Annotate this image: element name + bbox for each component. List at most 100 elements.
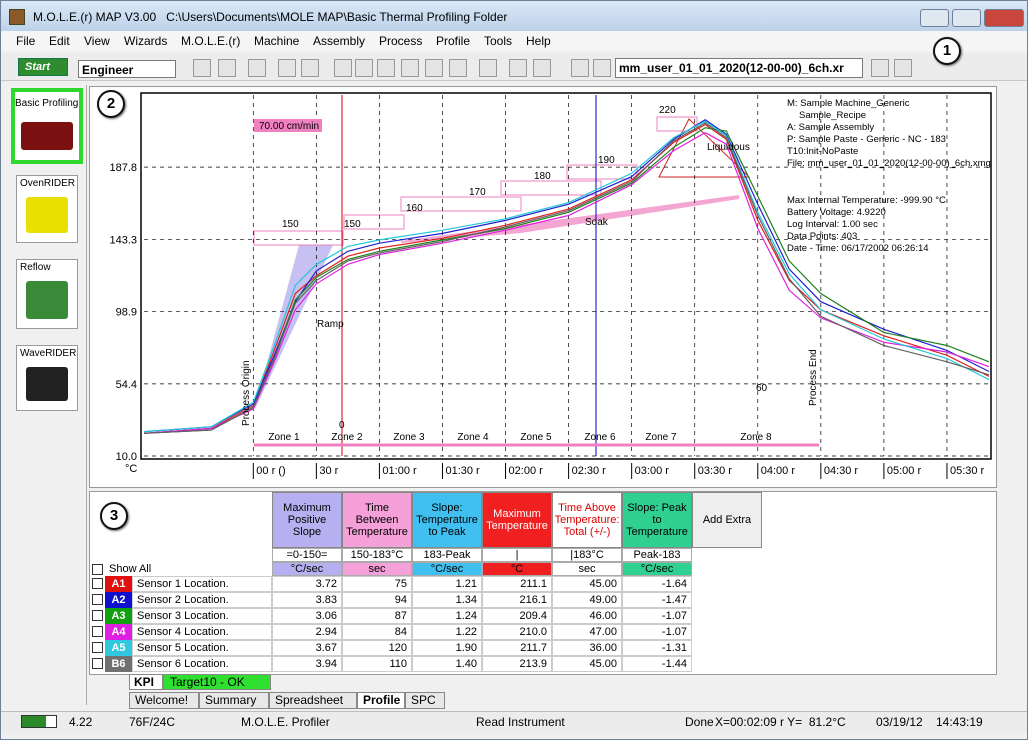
- sheet-tab[interactable]: KPI: [129, 674, 163, 690]
- sheet-tab[interactable]: Target10 - OK: [163, 674, 271, 690]
- table-cell: 1.90: [412, 640, 482, 656]
- table-cell: -1.64: [622, 576, 692, 592]
- title-bar: [1, 1, 1027, 31]
- file-combo[interactable]: mm_user_01_01_2020(12-00-00)_6ch.xr: [615, 58, 863, 78]
- checkbox[interactable]: [92, 594, 103, 605]
- status-field: Read Instrument: [476, 715, 565, 729]
- table-cell: 3.06: [272, 608, 342, 624]
- checkbox[interactable]: [92, 626, 103, 637]
- menu-item[interactable]: Assembly: [313, 34, 366, 48]
- table-cell: 3.67: [272, 640, 342, 656]
- close-button[interactable]: [984, 9, 1024, 27]
- menu-item[interactable]: Machine: [254, 34, 300, 48]
- table-cell: 94: [342, 592, 412, 608]
- toolbar-icon[interactable]: [509, 59, 527, 77]
- toolbar-icon[interactable]: [449, 59, 467, 77]
- menu-item[interactable]: Tools: [484, 34, 513, 48]
- toolbar-icon[interactable]: [533, 59, 551, 77]
- view-tab[interactable]: SPC: [405, 692, 445, 709]
- sidebar-image: [26, 197, 68, 233]
- sensor-name: Sensor 1 Location.: [132, 576, 272, 592]
- column-header: Maximum Positive Slope: [272, 492, 342, 548]
- table-cell: -1.07: [622, 608, 692, 624]
- unit-cell: sec: [552, 562, 622, 576]
- battery-icon: [21, 715, 57, 728]
- menu-item[interactable]: Help: [526, 34, 551, 48]
- menu-item[interactable]: Process: [379, 34, 423, 48]
- table-cell: 84: [342, 624, 412, 640]
- column-header: Slope: Peak to Temperature: [622, 492, 692, 548]
- menu-item[interactable]: M.O.L.E.(r): [181, 34, 241, 48]
- view-tab[interactable]: Spreadsheet: [269, 692, 357, 709]
- table-cell: 1.24: [412, 608, 482, 624]
- toolbar-icon[interactable]: [377, 59, 395, 77]
- table-cell: 3.72: [272, 576, 342, 592]
- table-cell: 46.00: [552, 608, 622, 624]
- status-field: Done: [685, 715, 714, 729]
- table-cell: 75: [342, 576, 412, 592]
- table-cell: 110: [342, 656, 412, 672]
- toolbar-icon[interactable]: [301, 59, 319, 77]
- checkbox[interactable]: [92, 642, 103, 653]
- column-header: Maximum Temperature: [482, 492, 552, 548]
- user-combo[interactable]: Engineer: [78, 60, 176, 78]
- toolbar-icon[interactable]: [218, 59, 236, 77]
- table-cell: -1.47: [622, 592, 692, 608]
- status-field: 4.22: [69, 715, 93, 729]
- checkbox[interactable]: [92, 564, 103, 575]
- sensor-id: A4: [105, 624, 132, 640]
- toolbar-icon[interactable]: [193, 59, 211, 77]
- table-cell: 1.40: [412, 656, 482, 672]
- toolbar-icon[interactable]: [355, 59, 373, 77]
- view-tab[interactable]: Profile: [357, 692, 405, 709]
- table-cell: 1.22: [412, 624, 482, 640]
- status-bar: [1, 711, 1027, 733]
- toolbar-icon[interactable]: [479, 59, 497, 77]
- sidebar-label: OvenRIDER: [20, 178, 76, 189]
- toolbar-icon[interactable]: [571, 59, 589, 77]
- table-cell: -1.07: [622, 624, 692, 640]
- criteria-cell: |: [482, 548, 552, 562]
- column-header: Time Between Temperature: [342, 492, 412, 548]
- toolbar-icon[interactable]: [425, 59, 443, 77]
- table-cell: -1.44: [622, 656, 692, 672]
- toolbar-icon[interactable]: [871, 59, 889, 77]
- status-field: M.O.L.E. Profiler: [241, 715, 330, 729]
- sidebar-image: [26, 281, 68, 319]
- chart-panel: [89, 86, 997, 488]
- table-cell: 213.9: [482, 656, 552, 672]
- menu-item[interactable]: File: [16, 34, 36, 48]
- toolbar-icon[interactable]: [593, 59, 611, 77]
- menu-item[interactable]: View: [84, 34, 110, 48]
- unit-cell: sec: [342, 562, 412, 576]
- toolbar-icon[interactable]: [401, 59, 419, 77]
- sensor-id: A5: [105, 640, 132, 656]
- window-title: M.O.L.E.(r) MAP V3.00 C:\Users\Documents…: [33, 10, 508, 24]
- menu-item[interactable]: Profile: [436, 34, 471, 48]
- sensor-id: A1: [105, 576, 132, 592]
- sensor-id: A2: [105, 592, 132, 608]
- toolbar-icon[interactable]: [248, 59, 266, 77]
- checkbox[interactable]: [92, 658, 103, 669]
- minimize-button[interactable]: [920, 9, 949, 27]
- sensor-name: Sensor 4 Location.: [132, 624, 272, 640]
- start-button[interactable]: Start: [18, 58, 68, 76]
- menu-item[interactable]: Edit: [49, 34, 70, 48]
- toolbar-icon[interactable]: [334, 59, 352, 77]
- checkbox[interactable]: [92, 610, 103, 621]
- view-tab[interactable]: Welcome!: [129, 692, 199, 709]
- view-tab[interactable]: Summary: [199, 692, 269, 709]
- sidebar-image: [21, 122, 73, 150]
- status-field: 03/19/12: [876, 715, 923, 729]
- title-icon: [9, 9, 25, 25]
- toolbar-icon[interactable]: [278, 59, 296, 77]
- table-cell: 2.94: [272, 624, 342, 640]
- column-header[interactable]: Add Extra: [692, 492, 762, 548]
- toolbar-icon[interactable]: [894, 59, 912, 77]
- checkbox[interactable]: [92, 578, 103, 589]
- table-cell: 216.1: [482, 592, 552, 608]
- status-field: 14:43:19: [936, 715, 983, 729]
- table-cell: 211.7: [482, 640, 552, 656]
- maximize-button[interactable]: [952, 9, 981, 27]
- menu-item[interactable]: Wizards: [124, 34, 168, 48]
